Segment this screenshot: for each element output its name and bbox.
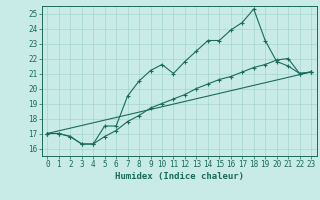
X-axis label: Humidex (Indice chaleur): Humidex (Indice chaleur) bbox=[115, 172, 244, 181]
